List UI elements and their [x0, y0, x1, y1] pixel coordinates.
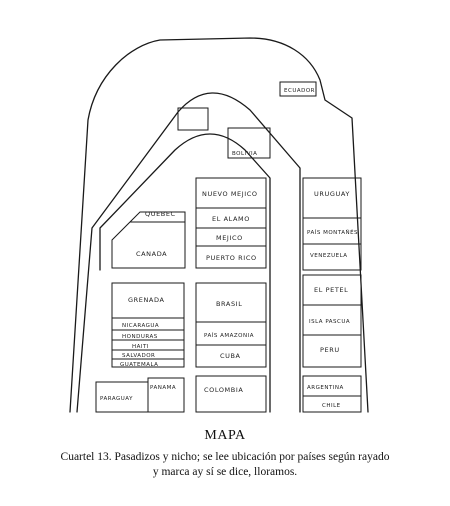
quebec-canada-block: [111, 211, 186, 269]
ecuador-block: [279, 81, 317, 97]
label-mexico: MEJICO: [216, 234, 243, 242]
label-paraguay: PARAGUAY: [100, 396, 133, 402]
label-chile: CHILE: [322, 403, 341, 409]
cemetery-map: ECUADOR BOLIVIA QUEBEC CANADA NUEVO MEJI…: [69, 37, 369, 413]
caption-line-2: y marca ay sí se dice, lloramos.: [152, 466, 298, 478]
mexico-column: [195, 177, 267, 269]
uruguay-column: [302, 177, 362, 271]
label-colombia: COLOMBIA: [204, 386, 243, 394]
inner-passage: [76, 92, 301, 413]
caption-line-1: Cuartel 13. Pasadizos y nicho; se lee ub…: [60, 451, 390, 463]
label-salvador: SALVADOR: [122, 353, 155, 359]
label-canada: CANADA: [136, 250, 167, 258]
label-el-alamo: EL ALAMO: [212, 215, 250, 223]
label-argentina: ARGENTINA: [307, 385, 344, 391]
granada-column: [111, 282, 185, 368]
label-quebec: QUEBEC: [145, 210, 176, 218]
argentina-block: [302, 375, 362, 413]
label-pais-montanes: PAÍS MONTAÑÉS: [307, 228, 358, 236]
label-puerto-rico: PUERTO RICO: [206, 254, 257, 262]
petel-column: [302, 274, 362, 368]
label-brasil: BRASIL: [216, 300, 242, 308]
top-block-left: [177, 107, 209, 131]
map-title: MAPA: [204, 428, 246, 443]
inner-passage-inner: [99, 133, 271, 413]
label-nicaragua: NICARAGUA: [122, 323, 159, 329]
bolivia-block: [227, 127, 271, 159]
label-isla-pascua: ISLA PASCUA: [309, 319, 350, 325]
panama-block: [147, 377, 185, 413]
label-granada: GRENADA: [128, 296, 165, 304]
label-venezuela: VENEZUELA: [310, 253, 348, 259]
label-pais-amazonia: PAÍS AMAZONIA: [204, 332, 254, 339]
label-peru: PERU: [320, 346, 340, 354]
outer-wall: [69, 37, 369, 413]
label-nuevo-mexico: NUEVO MEJICO: [202, 190, 258, 198]
label-haiti: HAITI: [132, 344, 149, 350]
label-bolivia: BOLIVIA: [232, 151, 257, 157]
colombia-block: [195, 375, 267, 413]
label-uruguay: URUGUAY: [314, 190, 350, 198]
label-guatemala: GUATEMALA: [120, 362, 158, 368]
label-panama: PANAMA: [150, 385, 176, 391]
label-el-petel: EL PETEL: [314, 286, 348, 294]
brasil-column: [195, 282, 267, 368]
label-ecuador: ECUADOR: [284, 88, 315, 94]
label-cuba: CUBA: [220, 352, 241, 360]
label-honduras: HONDURAS: [122, 334, 158, 340]
